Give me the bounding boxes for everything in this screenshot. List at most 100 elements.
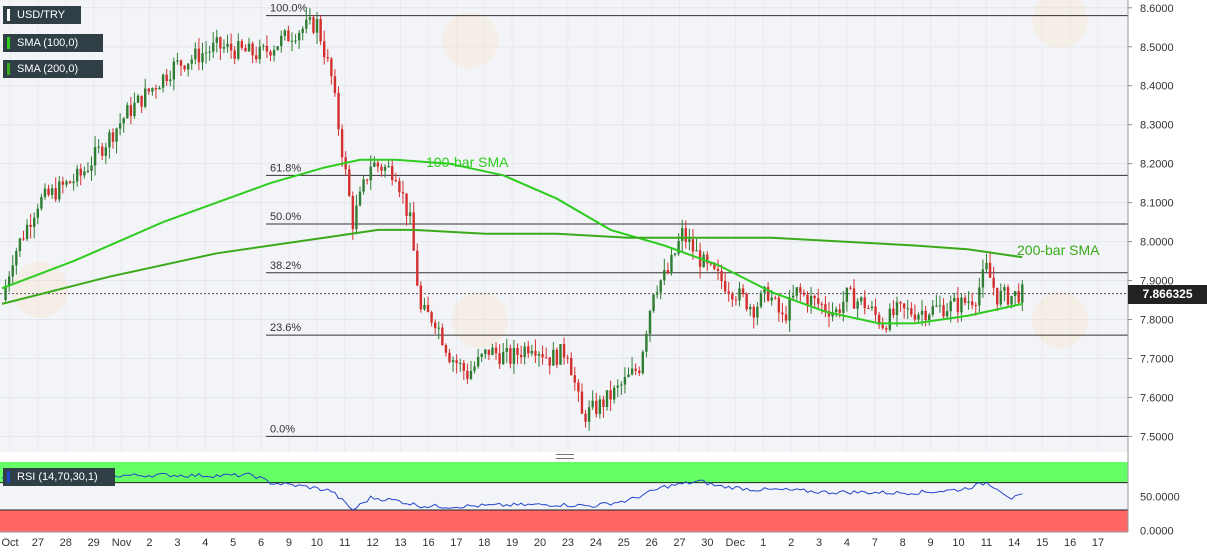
candle-body [133,102,136,117]
candle-body [845,287,849,302]
candle-body [681,228,684,241]
legend-sma100-label: SMA (100,0) [17,37,79,49]
candle-body [408,212,412,216]
legend-rsi[interactable]: RSI (14,70,30,1) [3,468,115,486]
candle-body [54,188,57,200]
candle-body [530,350,534,354]
current-price-tag: 7.866325 [1128,285,1207,304]
candle-body [917,314,920,320]
candle-body [537,354,541,356]
candle-body [158,87,161,90]
candle-body [741,288,745,294]
candle-body [655,292,659,295]
x-tick-label: 16 [1064,537,1076,549]
candle-body [233,50,236,59]
candle-body [430,312,433,323]
candle-body [953,297,956,302]
candle-body [297,32,301,41]
candle-body [1013,291,1017,296]
candle-body [15,251,18,266]
candle-body [212,42,215,52]
watermark-logo [442,12,498,68]
rsi-swatch [7,471,10,483]
candle-body [945,311,949,317]
candle-body [18,238,22,252]
y-tick-label: 7.9000 [1140,276,1174,288]
candle-body [337,92,340,130]
candle-body [469,370,473,379]
x-tick-label: 5 [230,537,236,549]
candle-body [763,286,766,293]
candle-body [290,40,294,42]
candle-body [856,301,859,309]
candle-body [709,263,713,265]
candle-body [562,344,566,358]
legend-sma100[interactable]: SMA (100,0) [3,34,103,52]
candle-body [938,305,942,307]
candle-body [645,333,648,352]
rsi-tick-label: 50.0000 [1140,491,1180,503]
candle-body [25,224,29,239]
watermark-logo [1032,0,1088,48]
candle-body [591,400,594,408]
watermark-logo [12,262,68,318]
legend-sma200-label: SMA (200,0) [17,63,79,75]
candle-body [416,250,419,286]
symbol-label[interactable]: USD/TRY [3,6,81,24]
candle-body [29,224,32,227]
candle-body [713,263,716,269]
candle-body [97,146,100,148]
candle-body [981,269,985,288]
candle-body [795,287,798,296]
candle-body [340,129,344,158]
candle-body [849,287,852,289]
candle-body [369,166,372,181]
candle-body [906,308,909,310]
candle-body [895,302,899,316]
candle-body [842,301,845,313]
candle-body [373,162,376,167]
candle-body [287,30,290,42]
candle-body [484,349,487,355]
candle-body [251,43,254,56]
candle-body [226,43,229,47]
x-tick-label: 12 [367,537,379,549]
candle-body [179,60,183,66]
candle-body [487,349,491,355]
fib-label: 100.0% [270,3,308,15]
candle-body [781,312,784,315]
candle-body [151,88,154,92]
candle-body [885,328,888,330]
candle-body [118,123,122,129]
x-tick-label: 11 [981,537,992,549]
x-tick-label: 4 [202,537,208,549]
candle-body [784,314,788,321]
candle-body [147,88,150,92]
candle-body [648,310,652,334]
candle-body [988,262,992,278]
pane-resize-handle[interactable] [556,454,574,459]
candle-body [527,346,530,354]
candle-body [473,366,476,371]
candle-body [641,351,645,374]
candle-body [355,205,358,230]
fibonacci-levels: 100.0% 61.8% 50.0% 38.2% 23.6% 0.0% [0,3,1128,437]
legend-sma200[interactable]: SMA (200,0) [3,60,103,78]
candle-body [348,169,351,196]
sma-lines [1,158,1023,325]
candle-body [691,239,695,252]
candle-body [326,57,329,59]
candle-body [4,285,7,301]
watermark [12,0,1088,348]
candle-body [154,88,158,90]
candle-body [11,265,14,277]
x-tick-label: 23 [562,537,574,549]
candle-body [462,362,466,371]
x-tick-label: 9 [928,537,934,549]
x-tick-label: 24 [590,537,602,549]
candle-body [351,195,355,230]
candle-body [126,105,129,119]
x-tick-label: 26 [646,537,658,549]
candle-body [1003,287,1006,291]
